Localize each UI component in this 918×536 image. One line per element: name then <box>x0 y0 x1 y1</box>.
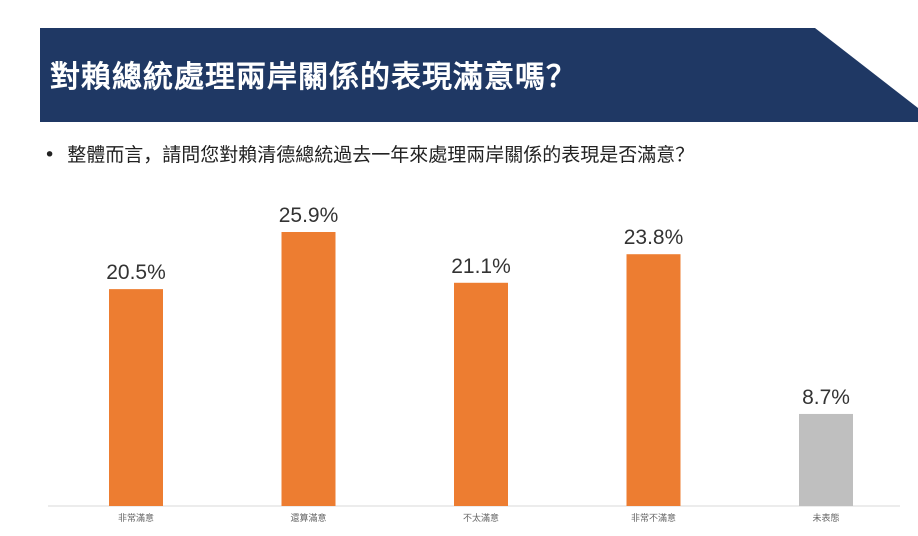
bar-2 <box>281 232 336 506</box>
value-label-1: 20.5% <box>106 261 166 284</box>
bar-5 <box>799 413 853 506</box>
value-label-5: 8.7% <box>802 386 850 409</box>
page-title: 對賴總統處理兩岸關係的表現滿意嗎？ <box>50 60 577 95</box>
bar-1 <box>109 289 163 506</box>
bar-3 <box>454 282 508 506</box>
value-label-2: 25.9% <box>279 204 339 227</box>
bullet-icon: • <box>44 144 56 166</box>
question-text-row: • 整體而言，請問您對賴清德總統過去一年來處理兩岸關係的表現是否滿意？ <box>44 140 694 167</box>
category-label-5: 未表態 <box>812 512 839 524</box>
question-text: 整體而言，請問您對賴清德總統過去一年來處理兩岸關係的表現是否滿意？ <box>67 144 695 166</box>
value-label-4: 23.8% <box>624 226 684 249</box>
category-label-2: 還算滿意 <box>290 512 326 524</box>
category-label-4: 非常不滿意 <box>631 512 676 524</box>
title-banner: 對賴總統處理兩岸關係的表現滿意嗎？ <box>0 0 918 125</box>
banner-shape <box>40 28 918 122</box>
value-label-3: 21.1% <box>451 255 511 278</box>
category-label-3: 不太滿意 <box>463 512 499 524</box>
category-label-1: 非常滿意 <box>118 512 154 524</box>
bar-4 <box>626 254 681 506</box>
